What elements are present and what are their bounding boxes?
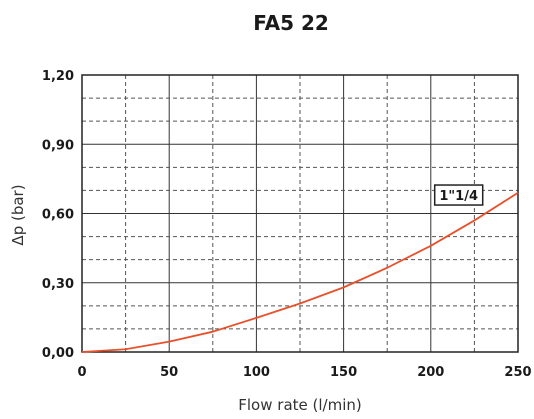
- y-tick-label: 0,60: [42, 208, 74, 223]
- x-axis-ticks: 0 50 100 150 200 250: [77, 365, 531, 380]
- series-label-box: [433, 184, 484, 206]
- y-tick-label: 1,20: [42, 69, 74, 84]
- x-tick-label: 0: [77, 365, 86, 380]
- x-tick-label: 200: [417, 365, 444, 380]
- series-layer: [81, 191, 519, 353]
- x-tick-label: 250: [504, 365, 531, 380]
- series-label: 1"1/4: [433, 184, 484, 206]
- series-label-text: 1"1/4: [439, 189, 478, 204]
- chart-title: FA5 22: [253, 11, 329, 35]
- annotation-layer: 1"1/4: [433, 184, 484, 206]
- y-axis-ticks: 0,00 0,30 0,60 0,90 1,20: [42, 69, 74, 361]
- series-line: [81, 191, 519, 353]
- y-tick-label: 0,00: [42, 346, 74, 361]
- x-tick-label: 150: [330, 365, 357, 380]
- plot-frame: [81, 74, 519, 353]
- y-axis-label: Δp (bar): [9, 184, 27, 245]
- x-tick-label: 100: [243, 365, 270, 380]
- x-axis-label: Flow rate (l/min): [238, 396, 361, 414]
- x-tick-label: 50: [160, 365, 178, 380]
- y-tick-label: 0,30: [42, 277, 74, 292]
- y-tick-label: 0,90: [42, 138, 74, 153]
- grid: [82, 75, 518, 352]
